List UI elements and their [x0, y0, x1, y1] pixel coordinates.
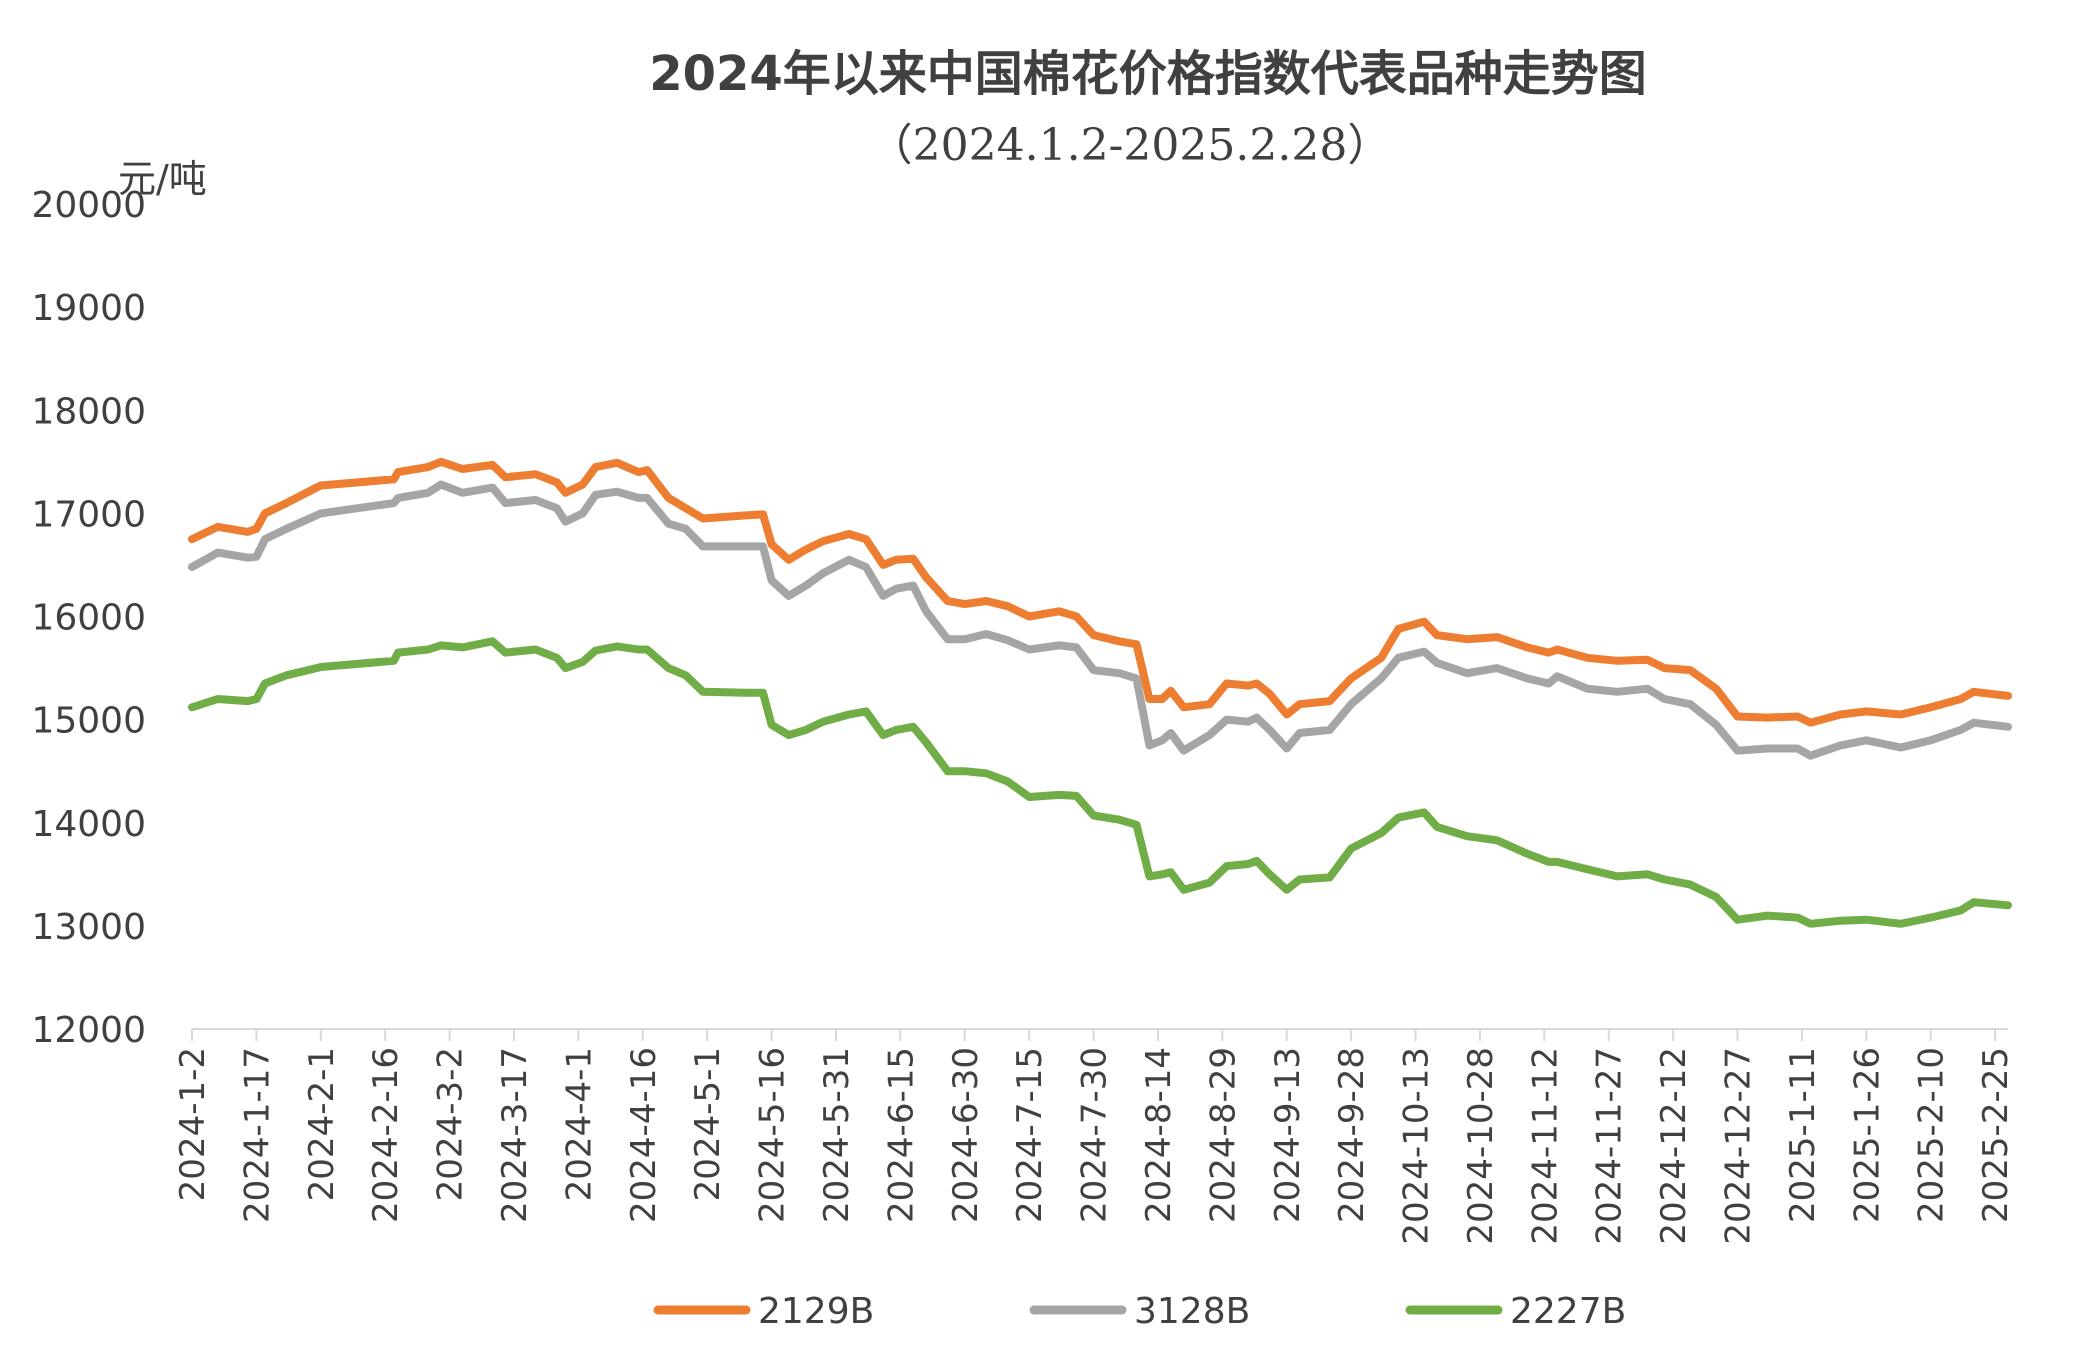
y-tick-label: 19000 [31, 288, 146, 329]
x-tick-label: 2024-7-30 [1075, 1047, 1115, 1223]
series-line-2227B [188, 637, 2012, 928]
x-tick-label: 2025-2-10 [1912, 1047, 1952, 1223]
series-line-2129B [188, 457, 2012, 727]
x-tick-label: 2025-1-11 [1783, 1047, 1823, 1223]
x-tick-label: 2024-9-28 [1332, 1047, 1372, 1223]
x-tick-label: 2024-7-15 [1010, 1047, 1050, 1223]
legend-item-2227B: 2227B [1405, 1291, 1626, 1332]
x-tick-label: 2024-12-12 [1654, 1047, 1694, 1245]
y-axis-unit-label: 元/吨 [118, 157, 207, 201]
x-tick-label: 2024-4-1 [559, 1047, 599, 1201]
x-tick-label: 2025-1-26 [1847, 1047, 1887, 1223]
x-tick-label: 2024-8-29 [1203, 1047, 1243, 1223]
x-tick-label: 2024-10-13 [1397, 1047, 1437, 1245]
y-tick-label: 15000 [31, 701, 146, 742]
x-tick-label: 2024-2-1 [302, 1047, 342, 1201]
chart-subtitle: （2024.1.2-2025.2.28） [869, 120, 1392, 171]
chart-title: 2024年以来中国棉花价格指数代表品种走势图 [649, 46, 1647, 102]
legend-label: 2227B [1510, 1291, 1626, 1332]
y-tick-label: 14000 [31, 804, 146, 845]
x-tick-label: 2024-5-1 [688, 1047, 728, 1201]
y-axis: 12000 13000 14000 15000 16000 17000 18000 19000… [31, 185, 146, 1051]
x-tick-label: 2024-1-17 [237, 1047, 277, 1223]
x-tick-label: 2024-11-12 [1525, 1047, 1565, 1245]
x-tick-label: 2024-5-16 [753, 1047, 793, 1223]
x-tick-label: 2024-6-15 [881, 1047, 921, 1223]
series-lines [188, 457, 2012, 928]
x-tick-label: 2024-10-28 [1461, 1047, 1501, 1245]
legend: 2129B 3128B 2227B [653, 1291, 1626, 1332]
x-tick-label: 2024-5-31 [817, 1047, 857, 1223]
x-tick-label: 2024-3-2 [431, 1047, 471, 1201]
y-tick-label: 13000 [31, 907, 146, 948]
y-tick-label: 12000 [31, 1010, 146, 1051]
x-tick-label: 2024-9-13 [1268, 1047, 1308, 1223]
x-tick-label: 2025-2-25 [1976, 1047, 2016, 1223]
legend-label: 2129B [758, 1291, 874, 1332]
y-tick-label: 16000 [31, 598, 146, 639]
x-tick-label: 2024-2-16 [366, 1047, 406, 1223]
x-tick-label: 2024-4-16 [624, 1047, 664, 1223]
legend-item-2129B: 2129B [653, 1291, 874, 1332]
x-tick-label: 2024-11-27 [1590, 1047, 1630, 1245]
x-tick-label: 2024-1-2 [173, 1047, 213, 1201]
x-axis: 2024-1-2 2024-1-17 2024-2-1 2024-2-16 2024-3… [173, 1028, 2016, 1245]
series-line-3128B [188, 480, 2012, 760]
y-tick-label: 20000 [31, 185, 146, 226]
x-tick-label: 2024-8-14 [1139, 1047, 1179, 1223]
legend-item-3128B: 3128B [1029, 1291, 1250, 1332]
x-tick-label: 2024-6-30 [946, 1047, 986, 1223]
y-tick-label: 17000 [31, 494, 146, 535]
y-tick-label: 18000 [31, 391, 146, 432]
x-tick-label: 2024-3-17 [495, 1047, 535, 1223]
x-tick-label: 2024-12-27 [1719, 1047, 1759, 1245]
legend-label: 3128B [1134, 1291, 1250, 1332]
